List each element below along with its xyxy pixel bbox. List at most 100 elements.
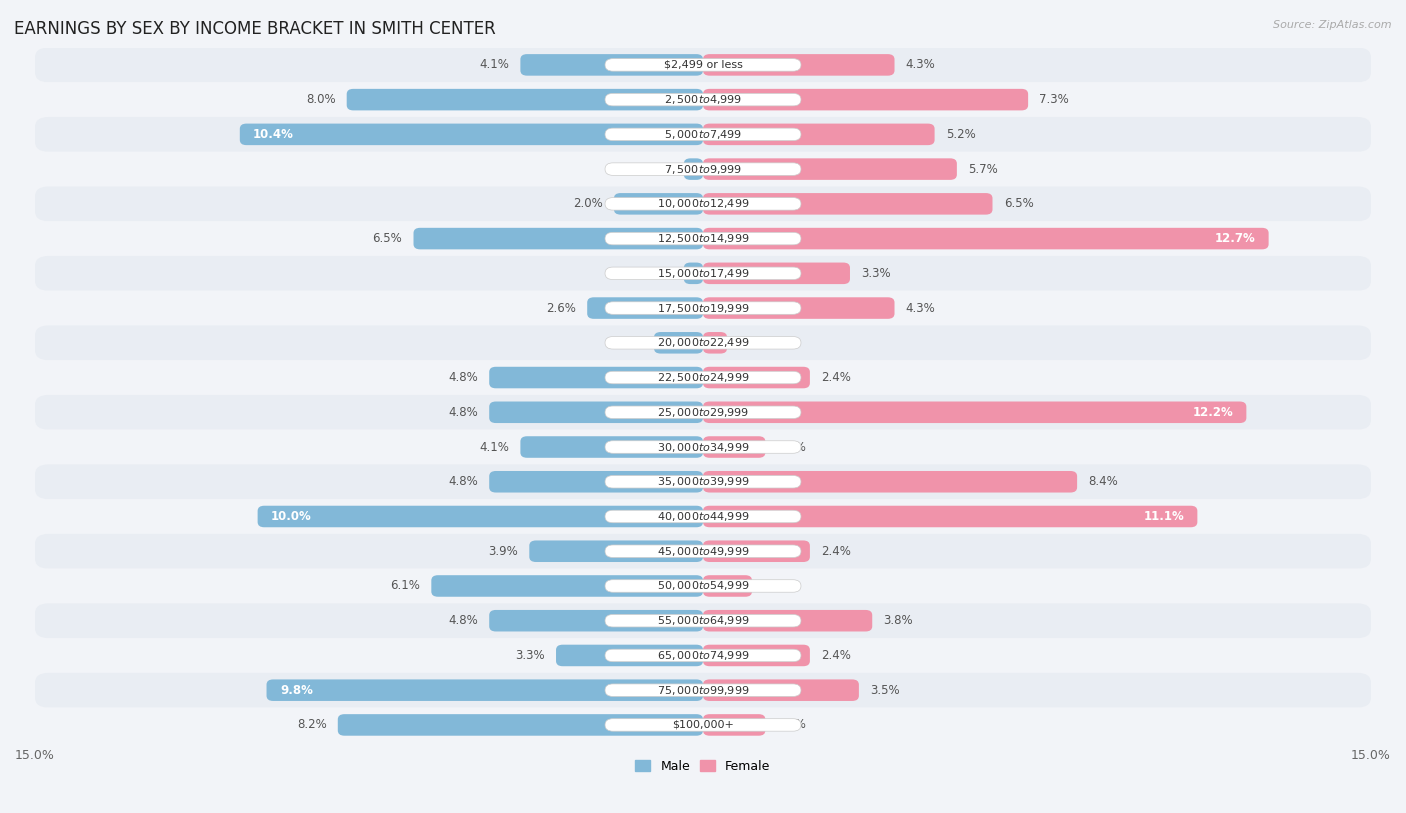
Text: 10.4%: 10.4% <box>253 128 294 141</box>
FancyBboxPatch shape <box>35 360 1371 395</box>
FancyBboxPatch shape <box>703 193 993 215</box>
FancyBboxPatch shape <box>605 476 801 488</box>
Text: $10,000 to $12,499: $10,000 to $12,499 <box>657 198 749 211</box>
FancyBboxPatch shape <box>605 545 801 558</box>
FancyBboxPatch shape <box>35 464 1371 499</box>
FancyBboxPatch shape <box>35 82 1371 117</box>
Text: 2.4%: 2.4% <box>821 371 851 384</box>
FancyBboxPatch shape <box>703 298 894 319</box>
FancyBboxPatch shape <box>703 680 859 701</box>
FancyBboxPatch shape <box>703 714 765 736</box>
FancyBboxPatch shape <box>703 402 1246 423</box>
FancyBboxPatch shape <box>605 302 801 315</box>
Text: 8.2%: 8.2% <box>297 719 326 732</box>
FancyBboxPatch shape <box>35 117 1371 152</box>
Text: 3.5%: 3.5% <box>870 684 900 697</box>
Text: 0.43%: 0.43% <box>636 267 672 280</box>
FancyBboxPatch shape <box>683 159 703 180</box>
FancyBboxPatch shape <box>605 580 801 592</box>
FancyBboxPatch shape <box>347 89 703 111</box>
Text: 1.1%: 1.1% <box>613 337 643 350</box>
FancyBboxPatch shape <box>35 221 1371 256</box>
FancyBboxPatch shape <box>35 256 1371 291</box>
FancyBboxPatch shape <box>703 610 872 632</box>
FancyBboxPatch shape <box>267 680 703 701</box>
Text: 4.8%: 4.8% <box>449 406 478 419</box>
Legend: Male, Female: Male, Female <box>630 754 776 778</box>
Text: 4.1%: 4.1% <box>479 441 509 454</box>
Text: 10.0%: 10.0% <box>271 510 312 523</box>
Text: $65,000 to $74,999: $65,000 to $74,999 <box>657 649 749 662</box>
Text: $75,000 to $99,999: $75,000 to $99,999 <box>657 684 749 697</box>
Text: Source: ZipAtlas.com: Source: ZipAtlas.com <box>1274 20 1392 30</box>
Text: 9.8%: 9.8% <box>280 684 312 697</box>
Text: $22,500 to $24,999: $22,500 to $24,999 <box>657 371 749 384</box>
Text: 4.8%: 4.8% <box>449 476 478 489</box>
FancyBboxPatch shape <box>605 93 801 106</box>
FancyBboxPatch shape <box>35 638 1371 673</box>
FancyBboxPatch shape <box>703 263 851 284</box>
Text: 3.3%: 3.3% <box>515 649 546 662</box>
FancyBboxPatch shape <box>489 471 703 493</box>
FancyBboxPatch shape <box>240 124 703 146</box>
FancyBboxPatch shape <box>257 506 703 528</box>
FancyBboxPatch shape <box>605 267 801 280</box>
FancyBboxPatch shape <box>35 603 1371 638</box>
FancyBboxPatch shape <box>605 128 801 141</box>
Text: 1.4%: 1.4% <box>776 719 807 732</box>
Text: 4.1%: 4.1% <box>479 59 509 72</box>
Text: 3.9%: 3.9% <box>488 545 519 558</box>
Text: 2.0%: 2.0% <box>574 198 603 211</box>
FancyBboxPatch shape <box>337 714 703 736</box>
FancyBboxPatch shape <box>605 650 801 662</box>
Text: 8.4%: 8.4% <box>1088 476 1118 489</box>
FancyBboxPatch shape <box>703 506 1198 528</box>
FancyBboxPatch shape <box>35 499 1371 534</box>
Text: 5.7%: 5.7% <box>967 163 998 176</box>
FancyBboxPatch shape <box>703 332 727 354</box>
Text: 6.5%: 6.5% <box>1004 198 1033 211</box>
FancyBboxPatch shape <box>489 610 703 632</box>
Text: 1.1%: 1.1% <box>763 580 793 593</box>
Text: $100,000+: $100,000+ <box>672 720 734 730</box>
Text: $7,500 to $9,999: $7,500 to $9,999 <box>664 163 742 176</box>
FancyBboxPatch shape <box>35 152 1371 186</box>
Text: 3.8%: 3.8% <box>883 614 912 627</box>
FancyBboxPatch shape <box>703 437 765 458</box>
FancyBboxPatch shape <box>605 59 801 72</box>
Text: 8.0%: 8.0% <box>307 93 336 107</box>
Text: 6.1%: 6.1% <box>391 580 420 593</box>
Text: EARNINGS BY SEX BY INCOME BRACKET IN SMITH CENTER: EARNINGS BY SEX BY INCOME BRACKET IN SMI… <box>14 20 496 38</box>
Text: 0.54%: 0.54% <box>738 337 775 350</box>
FancyBboxPatch shape <box>489 402 703 423</box>
FancyBboxPatch shape <box>605 163 801 176</box>
Text: $2,500 to $4,999: $2,500 to $4,999 <box>664 93 742 107</box>
Text: $35,000 to $39,999: $35,000 to $39,999 <box>657 476 749 489</box>
Text: $15,000 to $17,499: $15,000 to $17,499 <box>657 267 749 280</box>
FancyBboxPatch shape <box>614 193 703 215</box>
FancyBboxPatch shape <box>35 673 1371 707</box>
Text: 2.6%: 2.6% <box>546 302 576 315</box>
FancyBboxPatch shape <box>35 534 1371 568</box>
Text: $45,000 to $49,999: $45,000 to $49,999 <box>657 545 749 558</box>
FancyBboxPatch shape <box>605 233 801 245</box>
FancyBboxPatch shape <box>605 684 801 697</box>
FancyBboxPatch shape <box>432 576 703 597</box>
Text: $12,500 to $14,999: $12,500 to $14,999 <box>657 232 749 245</box>
FancyBboxPatch shape <box>703 576 752 597</box>
FancyBboxPatch shape <box>703 541 810 562</box>
Text: 1.4%: 1.4% <box>776 441 807 454</box>
FancyBboxPatch shape <box>683 263 703 284</box>
FancyBboxPatch shape <box>35 568 1371 603</box>
Text: $17,500 to $19,999: $17,500 to $19,999 <box>657 302 749 315</box>
FancyBboxPatch shape <box>605 372 801 384</box>
Text: 3.3%: 3.3% <box>860 267 891 280</box>
FancyBboxPatch shape <box>413 228 703 250</box>
FancyBboxPatch shape <box>703 89 1028 111</box>
Text: $40,000 to $44,999: $40,000 to $44,999 <box>657 510 749 523</box>
FancyBboxPatch shape <box>520 437 703 458</box>
FancyBboxPatch shape <box>35 325 1371 360</box>
FancyBboxPatch shape <box>35 291 1371 325</box>
Text: 4.3%: 4.3% <box>905 59 935 72</box>
Text: 4.8%: 4.8% <box>449 614 478 627</box>
